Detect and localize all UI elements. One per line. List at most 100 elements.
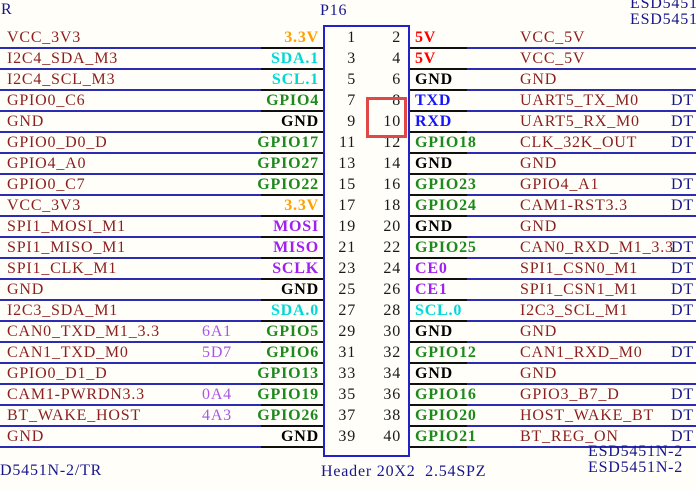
pin-number-odd: 37 <box>338 407 356 424</box>
pin-number-even: 18 <box>383 197 401 214</box>
pin-stub-left <box>261 383 323 385</box>
net-label-left: CAN1_TXD_M0 <box>7 344 129 361</box>
wire-right-net <box>467 446 696 448</box>
pin-stub-left <box>261 215 323 217</box>
wire-left-net <box>0 152 261 154</box>
header-connector-body <box>323 25 410 457</box>
wire-left-net <box>0 131 261 133</box>
wire-left-net <box>0 446 261 448</box>
pin-function-right: GPIO20 <box>415 407 477 424</box>
net-label-left: GND <box>7 281 45 298</box>
wire-right-net <box>467 362 696 364</box>
pin-stub-left <box>261 152 323 154</box>
pin-function-right: CE0 <box>415 260 448 277</box>
pin-stub-right <box>410 299 467 301</box>
pin-function-left: GND <box>281 428 319 445</box>
pin-function-right: GND <box>415 71 453 88</box>
net-label-right: GND <box>520 323 558 340</box>
pin-number-odd: 5 <box>347 71 356 88</box>
net-label-left: VCC_3V3 <box>7 29 82 46</box>
pin-function-left: 3.3V <box>284 29 319 46</box>
pin-number-odd: 27 <box>338 302 356 319</box>
pin-stub-left <box>261 257 323 259</box>
pin-stub-left <box>261 362 323 364</box>
net-label-left: SPI1_CLK_M1 <box>7 260 118 277</box>
pin-function-right: GND <box>415 323 453 340</box>
net-label-right: CAN0_RXD_M1_3.3 <box>520 239 674 256</box>
pin-stub-left <box>261 47 323 49</box>
pin-number-even: 34 <box>383 365 401 382</box>
wire-right-net <box>467 404 696 406</box>
pin-stub-right <box>410 68 467 70</box>
net-label-right: HOST_WAKE_BT <box>520 407 655 424</box>
pin-function-right: GPIO18 <box>415 134 477 151</box>
net-label-left: GND <box>7 428 45 445</box>
pin-stub-right <box>410 278 467 280</box>
clipped-refdes-fragment: DT <box>671 428 694 445</box>
pin-number-even: 20 <box>383 218 401 235</box>
pin-function-left: SCL.1 <box>271 71 319 88</box>
pin-number-odd: 25 <box>338 281 356 298</box>
clipped-refdes-fragment: DT <box>671 344 694 361</box>
pin-number-odd: 39 <box>338 428 356 445</box>
wire-left-net <box>0 278 261 280</box>
net-label-right: GND <box>520 155 558 172</box>
pin-function-left: MISO <box>273 239 319 256</box>
pin-number-odd: 21 <box>338 239 356 256</box>
pin-function-right: 5V <box>415 29 437 46</box>
wire-right-net <box>467 383 696 385</box>
wire-right-net <box>467 110 696 112</box>
pin-number-odd: 3 <box>347 50 356 67</box>
pin-function-right: GPIO25 <box>415 239 477 256</box>
wire-right-net <box>467 320 696 322</box>
pin-function-right: GND <box>415 218 453 235</box>
pin-function-right: RXD <box>415 113 453 130</box>
clipped-refdes-fragment: DT <box>671 260 694 277</box>
net-code-left: 5D7 <box>202 344 232 361</box>
clipped-part-number-top-right-2: ESD5451 <box>630 11 696 28</box>
pin-stub-left <box>261 173 323 175</box>
pin-stub-right <box>410 383 467 385</box>
clipped-refdes-fragment: DT <box>671 407 694 424</box>
clipped-part-number-bottom-left: D5451N-2/TR <box>0 462 103 479</box>
wire-right-net <box>467 341 696 343</box>
pin-stub-right <box>410 257 467 259</box>
net-label-left: I2C4_SDA_M3 <box>7 50 119 67</box>
pin-function-right: GND <box>415 365 453 382</box>
pin-number-odd: 7 <box>347 92 356 109</box>
pin-function-left: GND <box>281 281 319 298</box>
pin-stub-right <box>410 215 467 217</box>
wire-right-net <box>467 173 696 175</box>
net-label-right: VCC_5V <box>520 50 586 67</box>
pin-stub-right <box>410 152 467 154</box>
pin-stub-left <box>261 131 323 133</box>
pin-number-even: 30 <box>383 323 401 340</box>
pin-number-odd: 17 <box>338 197 356 214</box>
clipped-part-number-top-right-1: ESD5451 <box>630 0 696 12</box>
wire-right-net <box>467 47 696 49</box>
clipped-refdes-fragment: DT <box>671 197 694 214</box>
clipped-refdes-fragment: DT <box>671 302 694 319</box>
pin-function-left: GPIO22 <box>257 176 319 193</box>
pin-function-right: GPIO21 <box>415 428 477 445</box>
pin-stub-left <box>261 320 323 322</box>
clipped-refdes-top-left: R <box>1 1 13 18</box>
net-label-right: VCC_5V <box>520 29 586 46</box>
wire-left-net <box>0 47 261 49</box>
pin-number-even: 8 <box>392 92 401 109</box>
pin-function-left: 3.3V <box>284 197 319 214</box>
pin-stub-left <box>261 278 323 280</box>
clipped-refdes-fragment: DT <box>671 176 694 193</box>
net-label-left: CAM1-PWRDN3.3 <box>7 386 145 403</box>
pin-stub-right <box>410 173 467 175</box>
wire-left-net <box>0 236 261 238</box>
net-label-left: VCC_3V3 <box>7 197 82 214</box>
clipped-refdes-fragment: DT <box>671 386 694 403</box>
net-label-left: GPIO0_D1_D <box>7 365 108 382</box>
clipped-part-number-bottom-right-2: ESD5451N-2 <box>588 459 684 476</box>
net-label-left: SPI1_MOSI_M1 <box>7 218 126 235</box>
pin-number-even: 24 <box>383 260 401 277</box>
pin-function-left: SDA.1 <box>270 50 319 67</box>
pin-stub-right <box>410 425 467 427</box>
net-label-right: GND <box>520 71 558 88</box>
